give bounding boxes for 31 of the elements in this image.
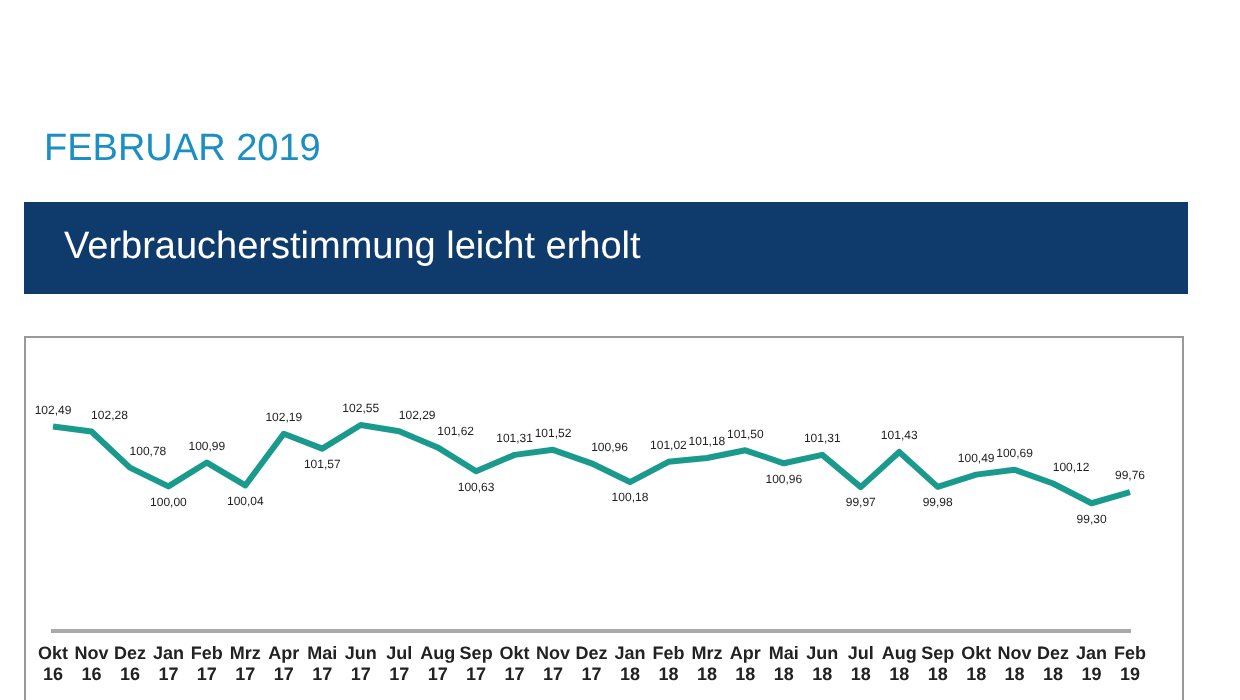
x-tick-label: Aug 17 — [420, 642, 456, 685]
x-tick-label: Apr 18 — [729, 642, 762, 685]
x-tick-label: Jul 18 — [847, 642, 874, 685]
x-tick-label: Jun 17 — [344, 642, 377, 685]
x-tick-label: Nov 16 — [74, 642, 109, 685]
x-tick-label: Feb 17 — [190, 642, 224, 685]
chart-subtitle: FEBRUAR 2019 — [44, 128, 321, 172]
x-tick-label: Jan 19 — [1076, 642, 1108, 685]
x-tick-label: Mai 18 — [768, 642, 799, 685]
x-tick-label: Mrz 18 — [691, 642, 724, 685]
x-tick-label: Dez 17 — [575, 642, 609, 685]
x-tick-label: Dez 16 — [113, 642, 147, 685]
chart-title: Verbraucherstimmung leicht erholt — [64, 226, 641, 270]
x-tick-label: Sep 18 — [921, 642, 956, 685]
x-tick-label: Jan 17 — [152, 642, 184, 685]
x-tick-label: Feb 19 — [1113, 642, 1147, 685]
x-tick-label: Okt 17 — [499, 642, 530, 685]
x-tick-label: Mai 17 — [307, 642, 338, 685]
x-tick-label: Dez 18 — [1037, 642, 1071, 685]
x-tick-label: Mrz 17 — [229, 642, 262, 685]
x-tick-label: Jan 18 — [614, 642, 646, 685]
x-tick-label: Okt 16 — [37, 642, 69, 685]
x-tick-label: Jul 17 — [386, 642, 413, 685]
x-tick-label: Feb 18 — [652, 642, 686, 685]
x-tick-label: Nov 18 — [997, 642, 1032, 685]
x-tick-label: Sep 17 — [459, 642, 494, 685]
x-tick-label: Aug 18 — [881, 642, 917, 685]
x-tick-label: Apr 17 — [268, 642, 301, 685]
x-tick-label: Okt 18 — [961, 642, 992, 685]
x-tick-label: Nov 17 — [536, 642, 571, 685]
x-tick-label: Jun 18 — [806, 642, 839, 685]
